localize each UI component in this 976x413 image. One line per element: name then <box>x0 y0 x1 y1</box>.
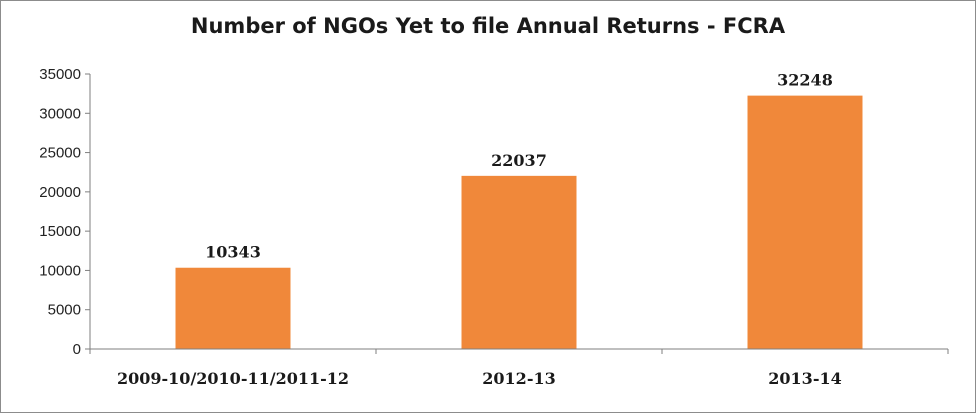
y-tick-label: 15000 <box>39 223 81 240</box>
y-tick-label: 20000 <box>39 184 81 201</box>
bar <box>461 175 577 349</box>
y-tick-label: 30000 <box>39 105 81 122</box>
data-label: 32248 <box>777 71 833 90</box>
bar <box>175 267 291 349</box>
x-category-label: 2009-10/2010-11/2011-12 <box>117 369 349 388</box>
data-label: 22037 <box>491 151 547 170</box>
data-label: 10343 <box>205 243 261 262</box>
y-tick-label: 0 <box>73 341 81 358</box>
x-category-label: 2012-13 <box>482 369 555 388</box>
y-axis: 0 5000 10000 15000 20000 25000 30000 35000 <box>39 66 91 358</box>
bar <box>747 95 863 349</box>
y-tick-label: 10000 <box>39 262 81 279</box>
bars: 10343 22037 32248 <box>175 71 863 349</box>
x-axis: 2009-10/2010-11/2011-12 2012-13 2013-14 <box>89 348 949 388</box>
y-tick-label: 25000 <box>39 145 81 162</box>
y-tick-label: 5000 <box>48 302 81 319</box>
chart-title: Number of NGOs Yet to file Annual Return… <box>190 14 786 38</box>
y-tick-label: 35000 <box>39 66 81 83</box>
x-category-label: 2013-14 <box>768 369 841 388</box>
